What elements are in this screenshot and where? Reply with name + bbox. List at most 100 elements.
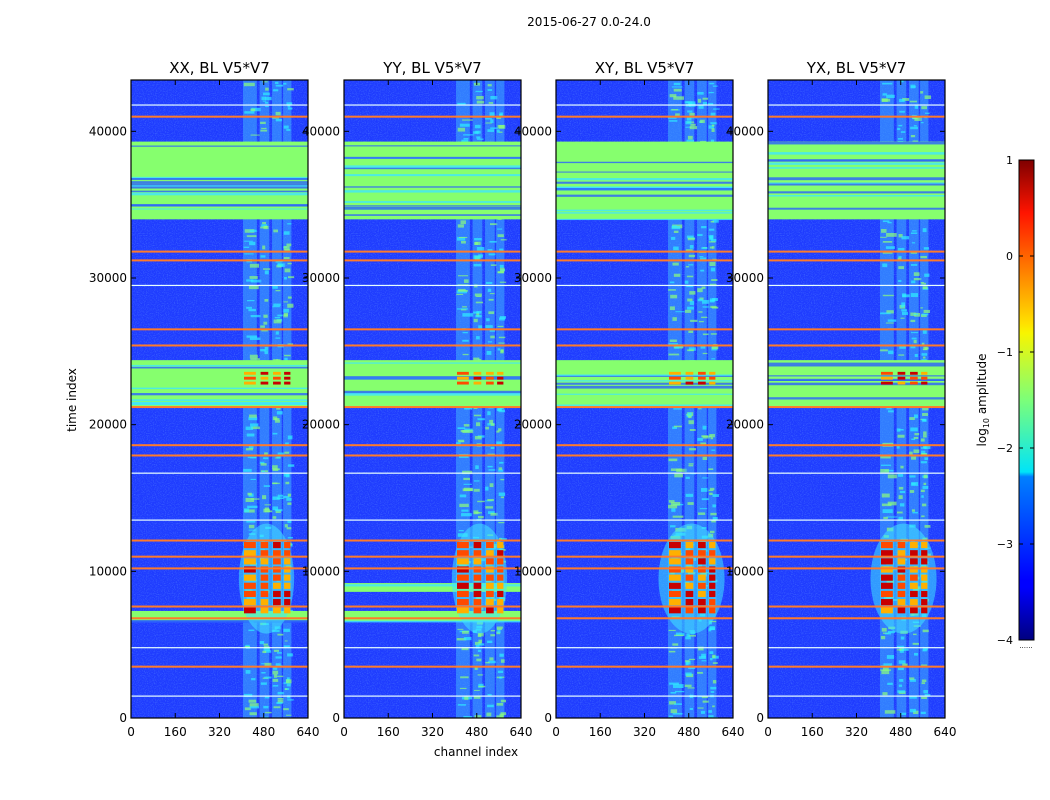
rfi-channel-speckle bbox=[669, 281, 675, 284]
rfi-channel-speckle bbox=[909, 475, 916, 478]
rfi-channel-speckle bbox=[911, 483, 916, 485]
rfi-channel-speckle bbox=[669, 339, 677, 343]
rfi-channel-speckle bbox=[488, 469, 496, 471]
x-tick-label: 640 bbox=[510, 725, 533, 739]
rfi-channel-speckle bbox=[476, 246, 485, 251]
burst-cell bbox=[473, 599, 482, 606]
burst-cell bbox=[897, 590, 906, 598]
time-flag-band-stripe bbox=[556, 380, 733, 382]
burst-cell bbox=[669, 558, 681, 565]
rfi-channel-speckle bbox=[897, 127, 901, 131]
rfi-channel-speckle bbox=[686, 101, 693, 103]
rfi-channel-speckle bbox=[462, 119, 473, 121]
rfi-channel-speckle bbox=[924, 445, 931, 450]
rfi-channel-speckle bbox=[243, 82, 255, 87]
time-flag-band-stripe bbox=[768, 362, 945, 366]
rfi-channel-speckle bbox=[462, 339, 469, 342]
rfi-channel-speckle bbox=[243, 468, 252, 472]
rfi-channel-speckle bbox=[499, 316, 507, 319]
burst-cell bbox=[244, 558, 256, 565]
rfi-channel-speckle bbox=[711, 358, 715, 360]
rfi-channel-speckle bbox=[685, 661, 689, 666]
burst-cell bbox=[284, 590, 291, 598]
rfi-channel-speckle bbox=[490, 446, 495, 450]
rfi-channel-speckle bbox=[277, 263, 285, 267]
rfi-channel-speckle bbox=[287, 104, 291, 108]
rfi-channel-speckle bbox=[710, 691, 715, 693]
rfi-channel-speckle bbox=[668, 504, 678, 509]
rfi-channel-speckle bbox=[689, 448, 696, 451]
rfi-channel-speckle bbox=[475, 301, 484, 304]
rfi-channel-speckle bbox=[713, 108, 720, 110]
rfi-channel-speckle bbox=[920, 438, 925, 442]
rfi-channel-speckle bbox=[888, 350, 894, 355]
burst-cell bbox=[698, 566, 706, 573]
burst-cell bbox=[457, 371, 469, 375]
rfi-channel-speckle bbox=[886, 516, 898, 518]
rfi-channel-speckle bbox=[463, 487, 473, 492]
rfi-channel-speckle bbox=[673, 273, 681, 277]
rfi-channel-speckle bbox=[701, 225, 707, 229]
rfi-channel-speckle bbox=[486, 350, 492, 355]
rfi-channel-speckle bbox=[673, 88, 682, 92]
burst-cell bbox=[698, 582, 706, 589]
orange-time-line bbox=[556, 406, 733, 409]
rfi-channel-speckle bbox=[264, 225, 268, 228]
burst-cell bbox=[897, 566, 906, 573]
orange-time-line bbox=[344, 344, 521, 347]
time-flag-band-stripe bbox=[131, 190, 308, 193]
rfi-channel-speckle bbox=[250, 134, 260, 136]
rfi-channel-speckle bbox=[263, 321, 268, 325]
burst-cell bbox=[497, 381, 504, 385]
rfi-channel-speckle bbox=[287, 502, 292, 505]
rfi-channel-speckle bbox=[287, 699, 294, 701]
rfi-channel-speckle bbox=[909, 490, 915, 493]
burst-cell bbox=[669, 574, 681, 581]
rfi-channel-speckle bbox=[672, 262, 679, 266]
rfi-channel-speckle bbox=[882, 252, 893, 254]
rfi-channel-speckle bbox=[702, 299, 710, 304]
rfi-channel-speckle bbox=[899, 344, 906, 349]
rfi-channel-speckle bbox=[287, 435, 293, 440]
rfi-channel-speckle bbox=[710, 267, 716, 272]
rfi-channel-speckle bbox=[921, 679, 927, 683]
orange-time-line bbox=[768, 406, 945, 409]
rfi-channel-speckle bbox=[698, 408, 702, 410]
rfi-channel-speckle bbox=[244, 111, 255, 114]
time-flag-band-stripe bbox=[344, 390, 521, 393]
rfi-channel-speckle bbox=[272, 670, 279, 675]
rfi-channel-speckle bbox=[698, 311, 703, 313]
time-flag-band-stripe bbox=[556, 385, 733, 389]
colorbar-label-sub: 10 bbox=[982, 418, 991, 428]
rfi-channel-speckle bbox=[700, 257, 707, 262]
rfi-channel-speckle bbox=[709, 235, 714, 240]
white-time-line bbox=[344, 284, 521, 287]
time-flag-band-stripe bbox=[556, 218, 733, 221]
rfi-channel-speckle bbox=[263, 643, 269, 646]
rfi-channel-speckle bbox=[499, 281, 507, 283]
rfi-channel-speckle bbox=[475, 130, 481, 134]
burst-cell bbox=[486, 582, 494, 589]
rfi-channel-speckle bbox=[913, 313, 918, 315]
rfi-channel-speckle bbox=[912, 642, 919, 645]
white-time-line bbox=[556, 695, 733, 697]
rfi-channel-speckle bbox=[709, 82, 715, 85]
rfi-channel-speckle bbox=[249, 706, 260, 709]
rfi-channel-speckle bbox=[500, 712, 507, 716]
rfi-channel-speckle bbox=[486, 318, 490, 322]
rfi-channel-speckle bbox=[913, 449, 920, 453]
rfi-channel-speckle bbox=[456, 290, 467, 294]
rfi-channel-speckle bbox=[922, 286, 928, 290]
rfi-channel-speckle bbox=[473, 654, 480, 657]
rfi-channel-speckle bbox=[246, 520, 256, 523]
time-flag-band-stripe bbox=[556, 178, 733, 181]
time-flag-band-stripe bbox=[556, 212, 733, 214]
orange-time-line bbox=[768, 115, 945, 118]
burst-cell bbox=[273, 590, 281, 598]
rfi-channel-speckle bbox=[685, 476, 690, 479]
rfi-channel-speckle bbox=[709, 627, 715, 630]
rfi-channel-speckle bbox=[709, 487, 715, 491]
rfi-channel-speckle bbox=[273, 706, 281, 709]
orange-time-line bbox=[131, 259, 308, 262]
orange-time-line bbox=[131, 617, 308, 620]
